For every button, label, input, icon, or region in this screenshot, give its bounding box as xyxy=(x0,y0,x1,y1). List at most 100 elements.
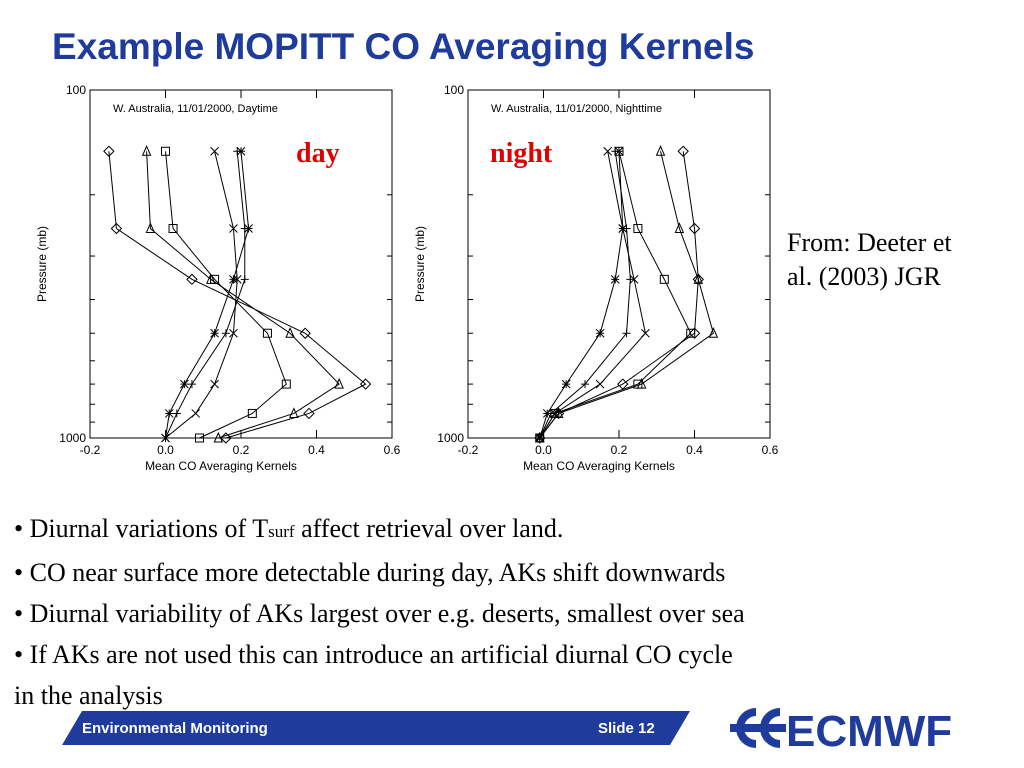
slide-title: Example MOPITT CO Averaging Kernels xyxy=(52,26,755,67)
series-asterisk xyxy=(535,146,628,443)
data-point-triangle xyxy=(708,327,719,338)
data-point-x xyxy=(229,328,238,338)
y-tick-label: 100 xyxy=(66,83,86,97)
data-point-asterisk xyxy=(210,328,219,338)
bullet-4: • If AKs are not used this can introduce… xyxy=(14,640,733,669)
data-point-triangle xyxy=(145,222,156,233)
data-point-diamond xyxy=(359,378,372,390)
panel-annotation: night xyxy=(490,138,553,169)
data-point-diamond xyxy=(688,222,701,235)
data-point-plus xyxy=(240,275,249,284)
data-point-asterisk xyxy=(164,409,174,418)
data-point-x xyxy=(229,224,238,233)
data-point-diamond xyxy=(688,327,701,339)
panel-annotation: day xyxy=(296,138,340,169)
data-point-diamond xyxy=(677,145,689,157)
data-point-x xyxy=(210,379,219,389)
series-diamond xyxy=(103,145,372,444)
x-tick-label: 0.0 xyxy=(157,443,174,457)
x-tick-label: 0.4 xyxy=(308,443,325,457)
panel-title: W. Australia, 11/01/2000, Nighttime xyxy=(491,103,662,115)
data-point-x xyxy=(641,328,650,338)
source-citation: From: Deeter et al. (2003) JGR xyxy=(787,226,1017,294)
footer-slide-number: Slide 12 xyxy=(598,720,655,737)
data-point-triangle xyxy=(213,431,224,443)
data-point-triangle xyxy=(655,145,666,156)
data-point-triangle xyxy=(674,222,685,233)
data-point-triangle xyxy=(334,377,344,389)
series-line xyxy=(165,151,287,439)
footer-bar xyxy=(62,711,690,745)
bullet-3: • Diurnal variability of AKs largest ove… xyxy=(14,599,745,628)
data-point-plus xyxy=(581,380,590,389)
data-point-asterisk xyxy=(561,379,571,389)
data-point-triangle xyxy=(285,327,295,338)
data-point-square xyxy=(247,408,257,418)
data-point-asterisk xyxy=(542,409,552,418)
y-tick-label: 100 xyxy=(444,83,464,97)
x-tick-label: 0.0 xyxy=(535,443,552,457)
bullet-2: • CO near surface more detectable during… xyxy=(14,558,726,587)
x-tick-label: 0.2 xyxy=(233,443,250,457)
ecmwf-logo-text: ECMWF xyxy=(786,707,952,756)
data-point-x xyxy=(603,146,613,156)
data-point-diamond xyxy=(534,432,546,444)
ecmwf-logo-mark xyxy=(730,708,786,748)
data-point-asterisk xyxy=(229,274,238,284)
bullet-1-text-end: affect retrieval over land. xyxy=(294,514,564,543)
panel-title: W. Australia, 11/01/2000, Daytime xyxy=(113,103,278,115)
x-axis-label: Mean CO Averaging Kernels xyxy=(145,459,297,473)
bullet-4-continued: in the analysis xyxy=(14,681,163,710)
data-point-diamond xyxy=(692,273,704,286)
data-point-x xyxy=(595,379,605,389)
data-point-asterisk xyxy=(161,433,170,443)
x-tick-label: 0.6 xyxy=(762,443,779,457)
series-triangle xyxy=(141,145,344,443)
series-asterisk xyxy=(161,146,253,443)
data-point-asterisk xyxy=(244,224,253,233)
data-point-diamond xyxy=(299,327,311,339)
chart-svg: -0.2 0.0 0.2 0.4 0.6 100 1000 Mean CO Averaging… xyxy=(35,83,401,473)
y-axis-label: Pressure (mb) xyxy=(35,226,49,302)
series-line xyxy=(165,151,238,439)
data-point-square xyxy=(633,223,643,233)
data-point-diamond xyxy=(186,273,198,286)
source-line-2: al. (2003) JGR xyxy=(787,262,941,291)
series-line xyxy=(146,151,340,439)
series-diamond xyxy=(534,145,704,444)
data-point-diamond xyxy=(110,222,123,235)
y-tick-label: 1000 xyxy=(59,431,86,445)
footer-section-label: Environmental Monitoring xyxy=(82,720,268,737)
x-tick-label: 0.6 xyxy=(384,443,401,457)
chart-daytime: -0.2 0.0 0.2 0.4 0.6 100 1000 Mean CO Averaging… xyxy=(32,80,402,480)
series-line xyxy=(539,151,699,439)
data-point-triangle xyxy=(693,273,704,284)
bullet-list: • Diurnal variations of Tsurf affect ret… xyxy=(14,508,1014,716)
x-tick-label: -0.2 xyxy=(80,443,101,457)
data-point-asterisk xyxy=(614,146,624,156)
plot-frame xyxy=(89,89,393,439)
x-tick-label: 0.2 xyxy=(611,443,628,457)
series-plus xyxy=(535,147,635,442)
bullet-1-text: • Diurnal variations of T xyxy=(14,514,269,543)
data-point-x xyxy=(210,146,219,156)
data-point-x xyxy=(191,409,201,418)
data-point-square xyxy=(210,274,220,284)
data-point-asterisk xyxy=(236,146,246,156)
x-tick-label: -0.2 xyxy=(458,443,479,457)
series-square xyxy=(161,146,291,443)
data-point-triangle xyxy=(289,407,299,418)
data-point-plus xyxy=(622,329,631,338)
data-point-square xyxy=(281,379,291,389)
x-axis-label: Mean CO Averaging Kernels xyxy=(523,459,675,473)
data-point-square xyxy=(659,274,669,284)
data-point-asterisk xyxy=(180,379,189,389)
data-point-square xyxy=(262,328,272,338)
ecmwf-logo: ECMWF xyxy=(730,707,952,756)
data-point-plus xyxy=(626,275,635,284)
data-point-plus xyxy=(172,409,181,418)
data-point-asterisk xyxy=(595,328,605,338)
source-line-1: From: Deeter et xyxy=(787,228,952,257)
data-point-asterisk xyxy=(610,274,620,284)
series-line xyxy=(539,151,692,439)
